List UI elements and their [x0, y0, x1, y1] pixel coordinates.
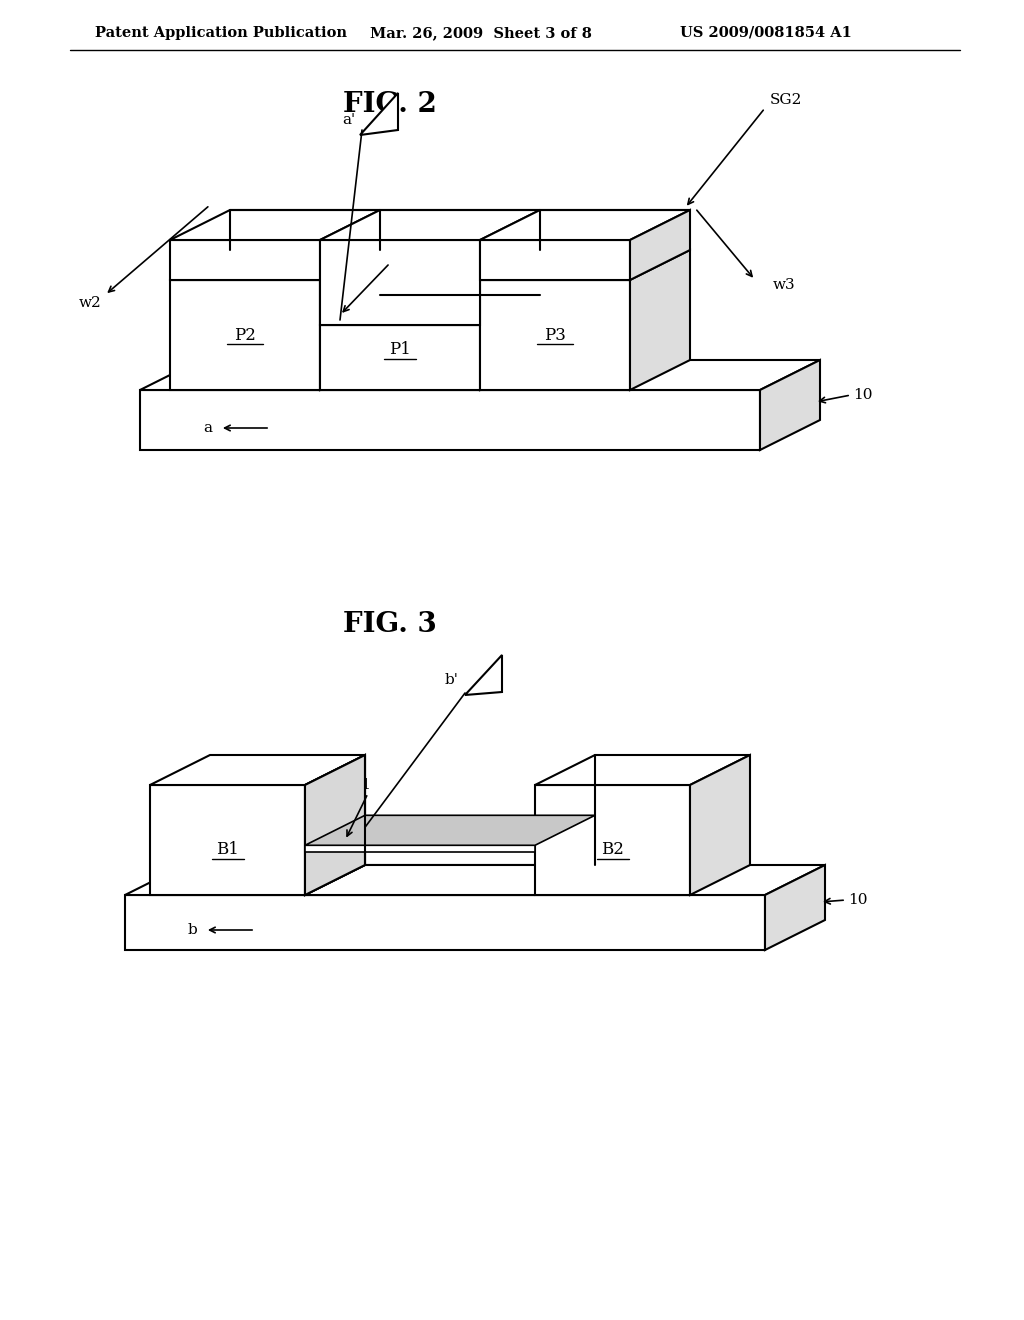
Polygon shape: [630, 210, 690, 280]
Text: a': a': [342, 114, 355, 127]
Polygon shape: [535, 755, 750, 785]
Text: B2: B2: [601, 842, 624, 858]
Polygon shape: [170, 249, 380, 280]
Text: w3: w3: [773, 279, 796, 292]
Polygon shape: [535, 785, 690, 895]
Polygon shape: [140, 360, 820, 389]
Polygon shape: [170, 280, 319, 389]
Polygon shape: [305, 816, 595, 845]
Polygon shape: [305, 755, 365, 895]
Polygon shape: [690, 755, 750, 895]
Polygon shape: [150, 755, 365, 785]
Polygon shape: [480, 210, 690, 240]
Text: w1: w1: [379, 248, 401, 261]
Polygon shape: [480, 280, 630, 389]
Text: US 2009/0081854 A1: US 2009/0081854 A1: [680, 26, 852, 40]
Polygon shape: [319, 294, 540, 325]
Text: B1: B1: [216, 842, 239, 858]
Text: w2: w2: [79, 296, 101, 310]
Polygon shape: [150, 785, 305, 895]
Polygon shape: [319, 210, 540, 240]
Polygon shape: [465, 655, 502, 696]
Text: P1: P1: [389, 341, 411, 358]
Polygon shape: [480, 294, 540, 389]
Polygon shape: [305, 865, 595, 895]
Text: SG2: SG2: [770, 92, 803, 107]
Text: P2: P2: [234, 326, 256, 343]
Polygon shape: [305, 845, 535, 853]
Text: b: b: [187, 923, 197, 937]
Polygon shape: [630, 249, 690, 389]
Polygon shape: [140, 389, 760, 450]
Text: Mar. 26, 2009  Sheet 3 of 8: Mar. 26, 2009 Sheet 3 of 8: [370, 26, 592, 40]
Text: FIG. 3: FIG. 3: [343, 611, 437, 639]
Polygon shape: [170, 210, 380, 240]
Polygon shape: [319, 249, 380, 389]
Text: N1: N1: [348, 779, 372, 792]
Polygon shape: [480, 249, 690, 280]
Polygon shape: [765, 865, 825, 950]
Polygon shape: [480, 240, 630, 280]
Text: 10: 10: [848, 894, 867, 907]
Text: a: a: [203, 421, 212, 436]
Polygon shape: [319, 325, 480, 389]
Polygon shape: [170, 240, 319, 280]
Polygon shape: [125, 865, 825, 895]
Text: P3: P3: [544, 326, 566, 343]
Polygon shape: [125, 895, 765, 950]
Text: 10: 10: [853, 388, 872, 403]
Text: b': b': [444, 673, 458, 686]
Text: Patent Application Publication: Patent Application Publication: [95, 26, 347, 40]
Polygon shape: [319, 240, 480, 325]
Polygon shape: [760, 360, 820, 450]
Polygon shape: [305, 755, 365, 895]
Polygon shape: [360, 92, 398, 135]
Text: FIG. 2: FIG. 2: [343, 91, 437, 119]
